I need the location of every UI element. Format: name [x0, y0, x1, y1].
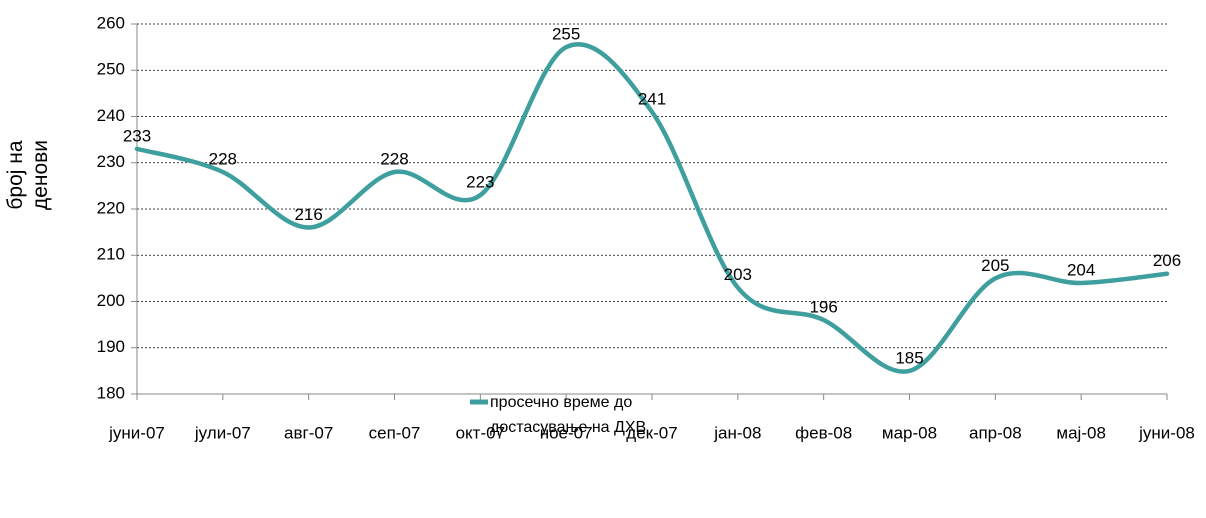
y-axis-title: број на денови	[4, 139, 52, 211]
data-label: 185	[895, 348, 923, 367]
x-tick-label: мај-08	[1056, 423, 1106, 442]
x-tick-label: јуни-07	[108, 423, 165, 442]
data-label: 255	[552, 25, 580, 44]
x-tick-label: апр-08	[969, 423, 1022, 442]
legend-label: просечно време до достасување на ДХВ	[490, 394, 647, 436]
x-tick-label: авг-07	[284, 423, 333, 442]
x-tick-label: фев-08	[795, 423, 852, 442]
y-tick-label: 180	[97, 383, 125, 402]
x-tick-label: ное-07	[540, 423, 593, 442]
y-tick-label: 250	[97, 60, 125, 79]
data-label: 233	[123, 126, 151, 145]
y-tick-label: 230	[97, 152, 125, 171]
data-label: 216	[294, 205, 322, 224]
x-tick-label: дек-07	[626, 423, 677, 442]
y-tick-label: 200	[97, 291, 125, 310]
line	[134, 42, 1170, 374]
x-tick-label: мар-08	[882, 423, 937, 442]
data-label: 206	[1153, 251, 1181, 270]
y-tick-label: 190	[97, 337, 125, 356]
y-tick-label: 220	[97, 198, 125, 217]
data-label: 196	[809, 297, 837, 316]
x-tick-label: сеп-07	[369, 423, 421, 442]
data-label: 203	[724, 265, 752, 284]
x-tick-label: окт-07	[456, 423, 505, 442]
y-tick-label: 260	[97, 13, 125, 32]
data-label: 205	[981, 256, 1009, 275]
y-tick-label: 210	[97, 245, 125, 264]
y-tick-label: 240	[97, 106, 125, 125]
x-tick-label: јули-07	[194, 423, 251, 442]
x-tick-label: јан-08	[713, 423, 761, 442]
data-label: 241	[638, 89, 666, 108]
x-tick-label: јуни-08	[1138, 423, 1195, 442]
data-label: 223	[466, 173, 494, 192]
data-label: 228	[209, 149, 237, 168]
data-label: 204	[1067, 260, 1095, 279]
data-label: 228	[380, 149, 408, 168]
